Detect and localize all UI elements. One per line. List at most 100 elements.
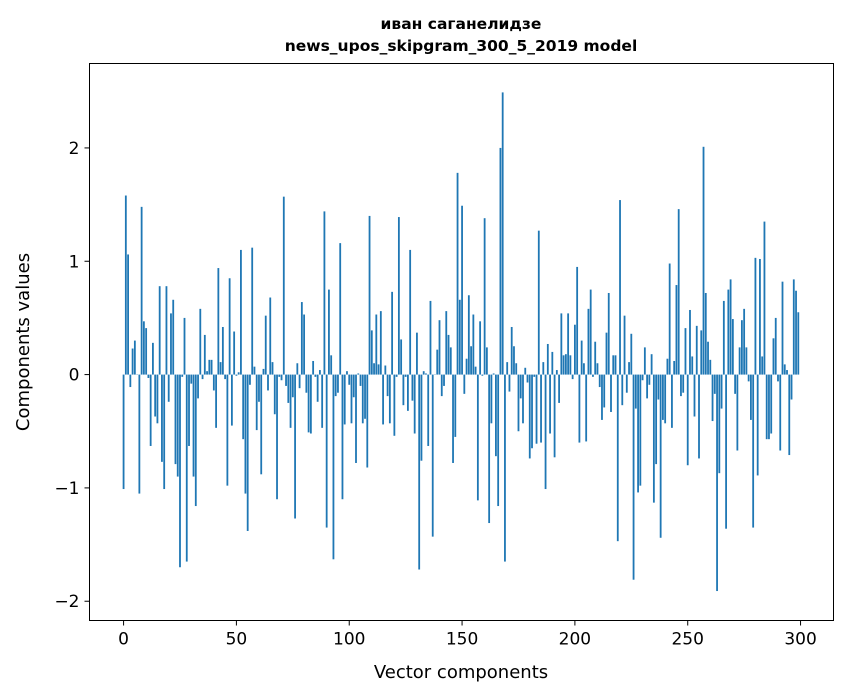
bar-component-62 [263,369,265,375]
bar-component-225 [630,334,632,375]
bar-component-275 [743,309,745,375]
bar-component-220 [619,200,621,375]
bar-component-289 [775,318,777,375]
bar-component-243 [671,375,673,428]
bar-component-257 [703,147,705,375]
bar-component-0 [123,375,125,489]
bar-component-131 [418,375,420,570]
bar-component-54 [245,375,247,494]
bar-component-160 [484,218,486,374]
bar-component-53 [242,375,244,440]
bar-component-222 [624,316,626,375]
bar-component-244 [673,361,675,375]
bar-component-125 [405,375,407,377]
bar-component-170 [506,362,508,374]
bar-component-20 [168,375,170,402]
bar-component-264 [718,375,720,474]
bar-component-141 [441,375,443,397]
bar-component-205 [585,375,587,442]
bar-component-230 [642,375,644,381]
bar-component-119 [391,292,393,375]
x-axis-label: Vector components [374,662,548,683]
bar-component-8 [141,207,143,375]
bar-component-282 [759,259,761,375]
bar-component-50 [236,375,238,376]
bar-component-66 [272,362,274,374]
bar-component-18 [163,375,165,489]
bar-component-147 [454,375,456,437]
bar-component-195 [563,355,565,374]
bar-component-80 [303,315,305,375]
x-tick-label: 50 [226,630,248,650]
bar-component-260 [709,360,711,375]
bar-component-265 [721,375,723,409]
bar-component-109 [369,216,371,375]
bar-component-42 [217,268,219,375]
bar-component-1 [125,196,127,375]
bar-component-153 [468,295,470,374]
bar-component-245 [676,285,678,375]
bar-component-229 [639,375,641,486]
bar-component-75 [292,375,294,398]
bar-component-237 [657,375,659,400]
bar-component-240 [664,375,666,424]
bar-component-204 [583,363,585,374]
bar-component-236 [655,375,657,465]
bar-component-171 [509,375,511,392]
bar-component-84 [312,361,314,375]
bar-component-213 [603,375,605,408]
bar-component-218 [615,355,617,374]
y-axis-label: Components values [13,253,34,431]
bar-component-134 [425,373,427,374]
bar-component-103 [355,375,357,463]
bar-component-192 [556,370,558,375]
bar-component-115 [382,375,384,425]
bar-component-166 [497,375,499,506]
bar-component-96 [339,243,341,374]
bar-component-179 [527,375,529,383]
bar-component-180 [529,375,531,459]
bar-component-271 [734,375,736,394]
bar-component-129 [414,375,416,434]
bar-component-189 [549,375,551,434]
y-tick-label: 1 [69,252,80,272]
bar-component-2 [127,254,129,374]
bar-component-87 [319,370,321,375]
bar-component-68 [276,375,278,500]
bar-component-93 [333,375,335,560]
bar-component-49 [233,332,235,375]
bar-component-247 [680,375,682,397]
bar-component-105 [360,375,362,386]
bar-component-97 [342,375,344,500]
bar-component-172 [511,327,513,375]
bar-component-63 [265,316,267,375]
bar-component-29 [188,375,190,446]
bar-component-26 [181,375,183,377]
bar-component-178 [524,368,526,375]
bar-component-127 [409,250,411,375]
bar-component-39 [211,360,213,375]
bar-component-133 [423,371,425,374]
bar-component-38 [208,360,210,375]
bar-component-270 [732,319,734,375]
bar-component-41 [215,375,217,428]
bar-component-286 [768,375,770,440]
bar-component-107 [364,375,366,419]
bar-component-40 [213,375,215,391]
bar-component-22 [172,300,174,375]
bar-component-233 [648,375,650,385]
bar-component-227 [635,375,637,409]
bar-component-223 [626,375,628,393]
bar-component-219 [617,375,619,542]
bar-component-297 [793,279,795,374]
bar-component-51 [238,372,240,374]
bar-component-139 [436,350,438,375]
bar-component-116 [384,366,386,375]
bar-component-137 [432,375,434,537]
bar-component-224 [628,362,630,374]
bar-component-144 [448,335,450,375]
bar-component-217 [612,355,614,374]
bar-component-167 [500,148,502,375]
